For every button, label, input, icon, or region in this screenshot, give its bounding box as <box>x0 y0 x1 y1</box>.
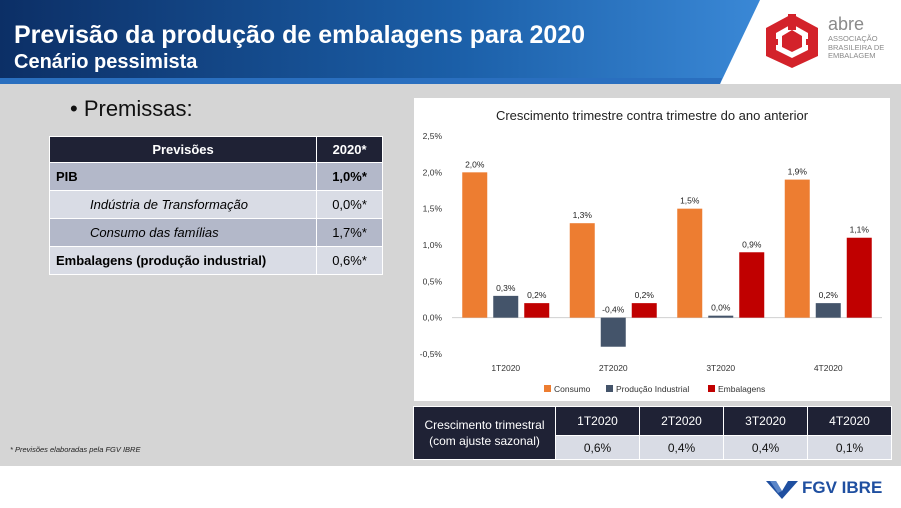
premissas-table: Previsões 2020* PIB 1,0%* Indústria de T… <box>48 136 383 275</box>
y-tick-label: 0,5% <box>423 276 443 286</box>
data-label: 1,1% <box>850 225 870 235</box>
row-value: 0,0%* <box>316 190 383 219</box>
table-row: PIB 1,0%* <box>48 162 383 191</box>
data-label: 2,0% <box>465 159 485 169</box>
bar <box>493 295 519 318</box>
row-value: 1,0%* <box>316 162 383 191</box>
bar <box>784 179 810 318</box>
growth-value: 0,4% <box>639 435 724 460</box>
fgv-logo-icon <box>766 481 798 499</box>
x-tick-label: 3T2020 <box>706 363 735 373</box>
bar <box>708 315 734 318</box>
premissas-heading: • Premissas: <box>70 96 193 121</box>
data-label: 0,2% <box>635 290 655 300</box>
header-band <box>0 0 760 84</box>
y-tick-label: 2,5% <box>423 131 443 141</box>
growth-quarter: 2T2020 <box>639 406 724 436</box>
row-value: 1,7%* <box>316 218 383 247</box>
y-tick-label: 1,5% <box>423 204 443 214</box>
logo-name: abre <box>828 14 865 34</box>
row-label: Embalagens (produção industrial) <box>48 246 318 275</box>
growth-quarter: 4T2020 <box>807 406 892 436</box>
bar-chart: 2,5% 2,0% 1,5% 1,0% 0,5% 0,0% -0,5% 2,0% 0,3% 0,2… <box>420 131 882 394</box>
bar <box>815 303 841 318</box>
growth-value: 0,1% <box>807 435 892 460</box>
legend-swatch <box>708 385 715 392</box>
row-label: Indústria de Transformação <box>48 190 318 219</box>
footnote: * Previsões elaboradas pela FGV IBRE <box>10 445 141 454</box>
bar <box>677 208 703 318</box>
table-header-2020: 2020* <box>316 136 383 163</box>
y-tick-label: 2,0% <box>423 167 443 177</box>
table-row: Consumo das famílias 1,7%* <box>48 218 383 247</box>
bar <box>846 237 872 318</box>
row-value: 0,6%* <box>316 246 383 275</box>
bar <box>524 303 550 318</box>
logo-subtitle: ASSOCIAÇÃO BRASILEIRA DE EMBALAGEM <box>828 34 885 60</box>
header: Previsão da produção de embalagens para … <box>0 0 901 84</box>
legend-label: Produção Industrial <box>616 384 689 394</box>
y-tick-label: 1,0% <box>423 240 443 250</box>
bar <box>462 172 488 318</box>
growth-quarter: 3T2020 <box>723 406 808 436</box>
data-label: 1,9% <box>788 167 808 177</box>
page-title: Previsão da produção de embalagens para … <box>14 21 586 49</box>
y-tick-label: -0,5% <box>420 349 443 359</box>
data-label: 0,9% <box>742 239 762 249</box>
row-label: PIB <box>48 162 318 191</box>
chart-title: Crescimento trimestre contra trimestre d… <box>495 108 809 123</box>
legend-swatch <box>606 385 613 392</box>
x-tick-label: 4T2020 <box>814 363 843 373</box>
data-label: -0,4% <box>602 305 625 315</box>
fgv-logo: FGV IBRE <box>766 478 896 500</box>
bar <box>739 252 765 318</box>
row-label: Consumo das famílias <box>48 218 318 247</box>
data-label: 0,3% <box>496 283 516 293</box>
bar <box>569 223 595 318</box>
table-header-previsoes: Previsões <box>48 136 318 163</box>
legend-swatch <box>544 385 551 392</box>
data-label: 1,5% <box>680 196 700 206</box>
legend-label: Consumo <box>554 384 591 394</box>
bar <box>600 317 626 347</box>
x-tick-label: 1T2020 <box>491 363 520 373</box>
abre-logo: abre ASSOCIAÇÃO BRASILEIRA DE EMBALAGEM <box>762 12 892 72</box>
data-label: 0,2% <box>819 290 839 300</box>
footer-brand: FGV IBRE <box>802 478 883 497</box>
bar <box>631 303 657 318</box>
growth-value: 0,6% <box>555 435 640 460</box>
data-label: 0,2% <box>527 290 547 300</box>
data-label: 0,0% <box>711 303 731 313</box>
growth-table: Crescimento trimestral (com ajuste sazon… <box>413 406 892 460</box>
page-subtitle: Cenário pessimista <box>14 51 198 73</box>
x-tick-label: 2T2020 <box>599 363 628 373</box>
abre-logo-icon <box>766 14 818 68</box>
growth-label: Crescimento trimestral (com ajuste sazon… <box>413 406 556 460</box>
growth-value: 0,4% <box>723 435 808 460</box>
chart-panel: Crescimento trimestre contra trimestre d… <box>414 98 890 401</box>
data-label: 1,3% <box>573 210 593 220</box>
footer <box>0 466 901 508</box>
legend-label: Embalagens <box>718 384 765 394</box>
growth-quarter: 1T2020 <box>555 406 640 436</box>
table-row: Embalagens (produção industrial) 0,6%* <box>48 246 383 275</box>
y-tick-label: 0,0% <box>423 313 443 323</box>
table-row: Indústria de Transformação 0,0%* <box>48 190 383 219</box>
